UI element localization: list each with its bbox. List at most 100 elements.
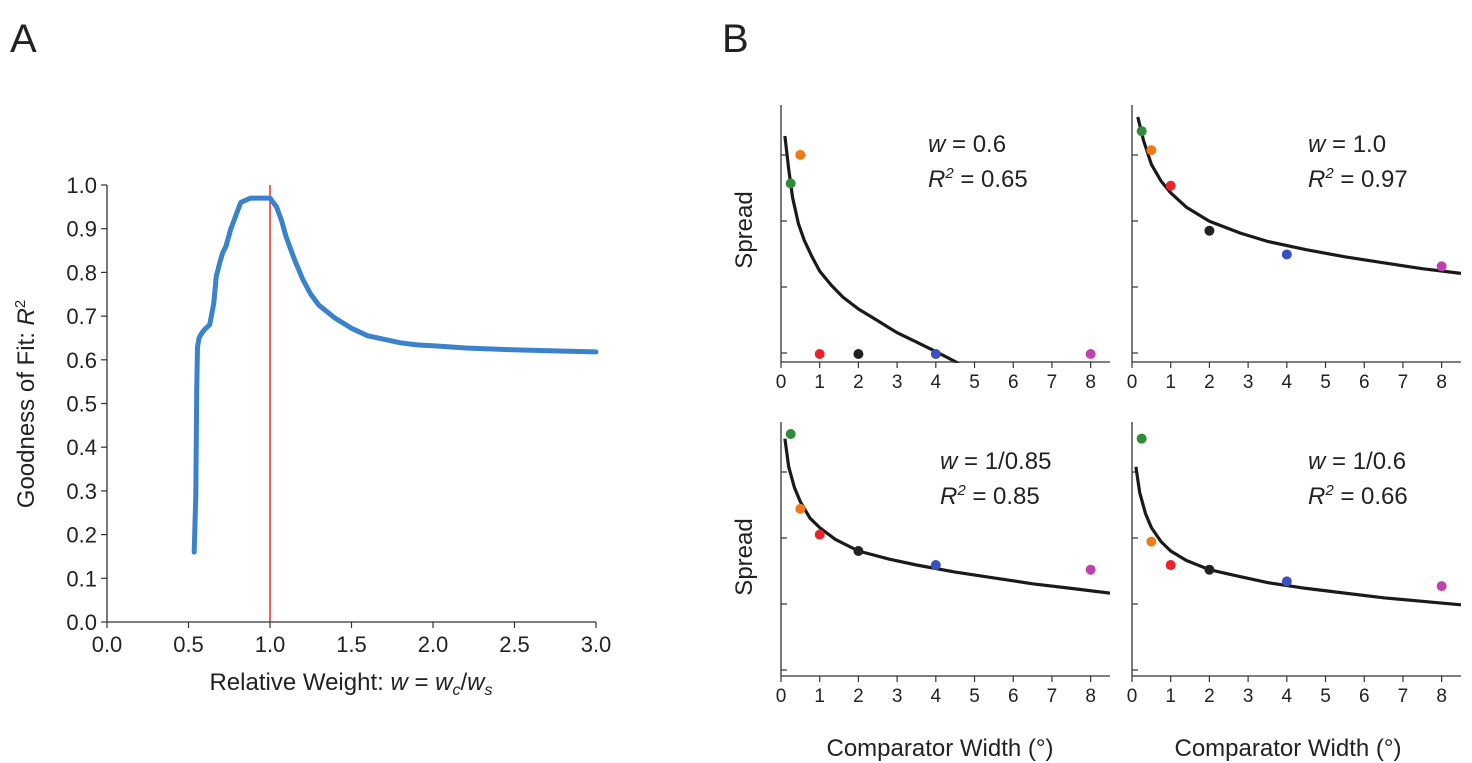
panel-b-x-tick-label: 8 <box>1085 686 1096 707</box>
panel-b-x-tick-label: 5 <box>969 372 980 393</box>
panel-b-data-point <box>814 349 825 359</box>
panel-a-y-tick-label: 0.3 <box>66 479 97 504</box>
panel-b-x-tick-label: 7 <box>1047 686 1058 707</box>
panel-b-subplot: 0 1 2 3 4 5 6 7 8 w = 1/0.6 R2 = 0.66 <box>1127 422 1461 707</box>
panel-b-x-tick-label: 6 <box>1008 686 1019 707</box>
panel-b-x-tick-label: 7 <box>1398 372 1409 393</box>
panel-b-data-point <box>795 503 806 514</box>
panel-b-x-tick-label: 4 <box>931 372 942 393</box>
panel-b-plots: 0 1 2 3 4 5 6 7 8 w = 0.6 R2 = 0.65 0 1 2 3 4 5 6 7 8 w = 1.… <box>776 105 1461 707</box>
panel-b-x-tick-label: 3 <box>892 372 903 393</box>
panel-a-fit-curve <box>191 195 599 555</box>
panel-b-x-tick-label: 1 <box>1165 372 1176 393</box>
panel-b-data-point <box>930 560 941 571</box>
panel-b-fit-curve <box>1134 466 1461 607</box>
panel-b-data-point <box>785 429 796 439</box>
panel-a-chart: 0.0 0.1 0.2 0.3 0.4 0.5 0.6 0.7 0.8 0.9 1.0 0.0 0.5… <box>12 173 611 699</box>
panel-b-x-tick-label: 6 <box>1359 686 1370 707</box>
panel-b-left-x-label: Comparator Width (°) <box>827 735 1054 762</box>
panel-b-data-point <box>1146 145 1157 156</box>
panel-b-w-annotation: w = 1/0.85 <box>940 448 1051 475</box>
panel-b-x-tick-label: 3 <box>1243 686 1254 707</box>
panel-a-x-tick-label: 1.0 <box>255 632 286 657</box>
panel-b-data-point <box>1085 564 1096 575</box>
panel-b-x-tick-label: 5 <box>1320 372 1331 393</box>
panel-a-x-tick-label: 2.5 <box>499 632 530 657</box>
panel-a-x-tick-label: 0.0 <box>92 632 123 657</box>
panel-b-data-point <box>814 529 825 540</box>
panel-b-x-tick-label: 5 <box>1320 686 1331 707</box>
panel-b-x-tick-label: 4 <box>1282 686 1293 707</box>
panel-a-x-tick-label: 3.0 <box>581 632 612 657</box>
panel-b-data-point <box>1204 564 1215 575</box>
panel-b-x-tick-label: 6 <box>1008 372 1019 393</box>
panel-b-x-tick-label: 2 <box>1204 686 1215 707</box>
panel-a-y-tick-label: 0.4 <box>66 435 97 460</box>
panel-b-fit-curve <box>1136 116 1461 275</box>
panel-b-data-point <box>1281 249 1292 260</box>
panel-b-x-tick-label: 0 <box>1127 686 1138 707</box>
panel-b-r2-annotation: R2 = 0.66 <box>1308 482 1408 510</box>
panel-b-subplot: 0 1 2 3 4 5 6 7 8 w = 1.0 R2 = 0.97 <box>1127 105 1461 393</box>
panel-b-data-point <box>785 178 796 189</box>
panel-b-x-tick-label: 7 <box>1398 686 1409 707</box>
panel-a-x-tick-label: 0.5 <box>173 632 204 657</box>
panel-b-r2-annotation: R2 = 0.65 <box>928 165 1028 193</box>
panel-b-data-point <box>1165 560 1176 571</box>
panel-b-x-tick-label: 0 <box>1127 372 1138 393</box>
panel-b-w-annotation: w = 0.6 <box>928 131 1006 158</box>
panel-b-data-point <box>853 349 864 359</box>
panel-b-data-point <box>1204 225 1215 236</box>
panel-b-data-point <box>1136 433 1147 444</box>
panel-a-x-tick-label: 2.0 <box>418 632 449 657</box>
panel-b-bottom-y-label: Spread <box>731 518 758 595</box>
panel-b-x-tick-label: 7 <box>1047 372 1058 393</box>
panel-b-data-point <box>1281 576 1292 587</box>
panel-b-w-annotation: w = 1/0.6 <box>1308 448 1406 475</box>
panel-b-data-point <box>1165 180 1176 191</box>
panel-b-w-annotation: w = 1.0 <box>1308 131 1386 158</box>
panel-b-data-point <box>1436 581 1447 592</box>
panel-b-data-point <box>1136 126 1147 137</box>
panel-a-y-tick-label: 0.5 <box>66 392 97 417</box>
panel-a-y-tick-label: 0.6 <box>66 348 97 373</box>
panel-b-data-point <box>1146 536 1157 547</box>
panel-a-x-tick-label: 1.5 <box>336 632 367 657</box>
panel-letter-b: B <box>722 17 749 61</box>
panel-a-y-tick-label: 0.2 <box>66 523 97 548</box>
panel-b-x-tick-label: 2 <box>853 686 864 707</box>
panel-b-x-tick-label: 6 <box>1359 372 1370 393</box>
panel-letter-a: A <box>10 17 37 61</box>
panel-a-y-ticks: 0.0 0.1 0.2 0.3 0.4 0.5 0.6 0.7 0.8 0.9 1.0 <box>66 173 107 635</box>
panel-b-x-tick-label: 4 <box>931 686 942 707</box>
panel-b-x-tick-label: 8 <box>1085 372 1096 393</box>
panel-a-y-tick-label: 0.7 <box>66 304 97 329</box>
panel-b-data-point <box>853 546 864 556</box>
panel-a-x-label: Relative Weight: w = wc/ws <box>209 669 492 699</box>
panel-b-data-point <box>930 349 941 359</box>
panel-b-r2-annotation: R2 = 0.85 <box>940 482 1040 510</box>
panel-b-x-tick-label: 3 <box>892 686 903 707</box>
panel-b-x-tick-label: 3 <box>1243 372 1254 393</box>
panel-b-x-tick-label: 1 <box>1165 686 1176 707</box>
panel-b-x-tick-label: 0 <box>776 686 787 707</box>
panel-b-x-tick-label: 5 <box>969 686 980 707</box>
panel-b-x-tick-label: 2 <box>853 372 864 393</box>
panel-b-x-tick-label: 4 <box>1282 372 1293 393</box>
panel-b-top-y-label: Spread <box>731 191 758 268</box>
panel-a-y-tick-label: 0.8 <box>66 260 97 285</box>
panel-b-subplot: 0 1 2 3 4 5 6 7 8 w = 0.6 R2 = 0.65 <box>776 105 1110 393</box>
panel-b-x-tick-label: 0 <box>776 372 787 393</box>
panel-b-x-tick-label: 8 <box>1436 372 1447 393</box>
panel-a-y-tick-label: 1.0 <box>66 173 97 198</box>
panel-b-x-tick-label: 8 <box>1436 686 1447 707</box>
panel-a-y-tick-label: 0.1 <box>66 566 97 591</box>
panel-b-subplot: 0 1 2 3 4 5 6 7 8 w = 1/0.85 R2 = 0.85 <box>776 422 1110 707</box>
panel-b-r2-annotation: R2 = 0.97 <box>1308 165 1408 193</box>
panel-a-x-ticks: 0.0 0.5 1.0 1.5 2.0 2.5 3.0 <box>92 622 612 657</box>
panel-b-data-point <box>1436 261 1447 272</box>
panel-b-right-x-label: Comparator Width (°) <box>1175 735 1402 762</box>
panel-a-y-tick-label: 0.9 <box>66 217 97 242</box>
panel-b-data-point <box>1085 349 1096 359</box>
